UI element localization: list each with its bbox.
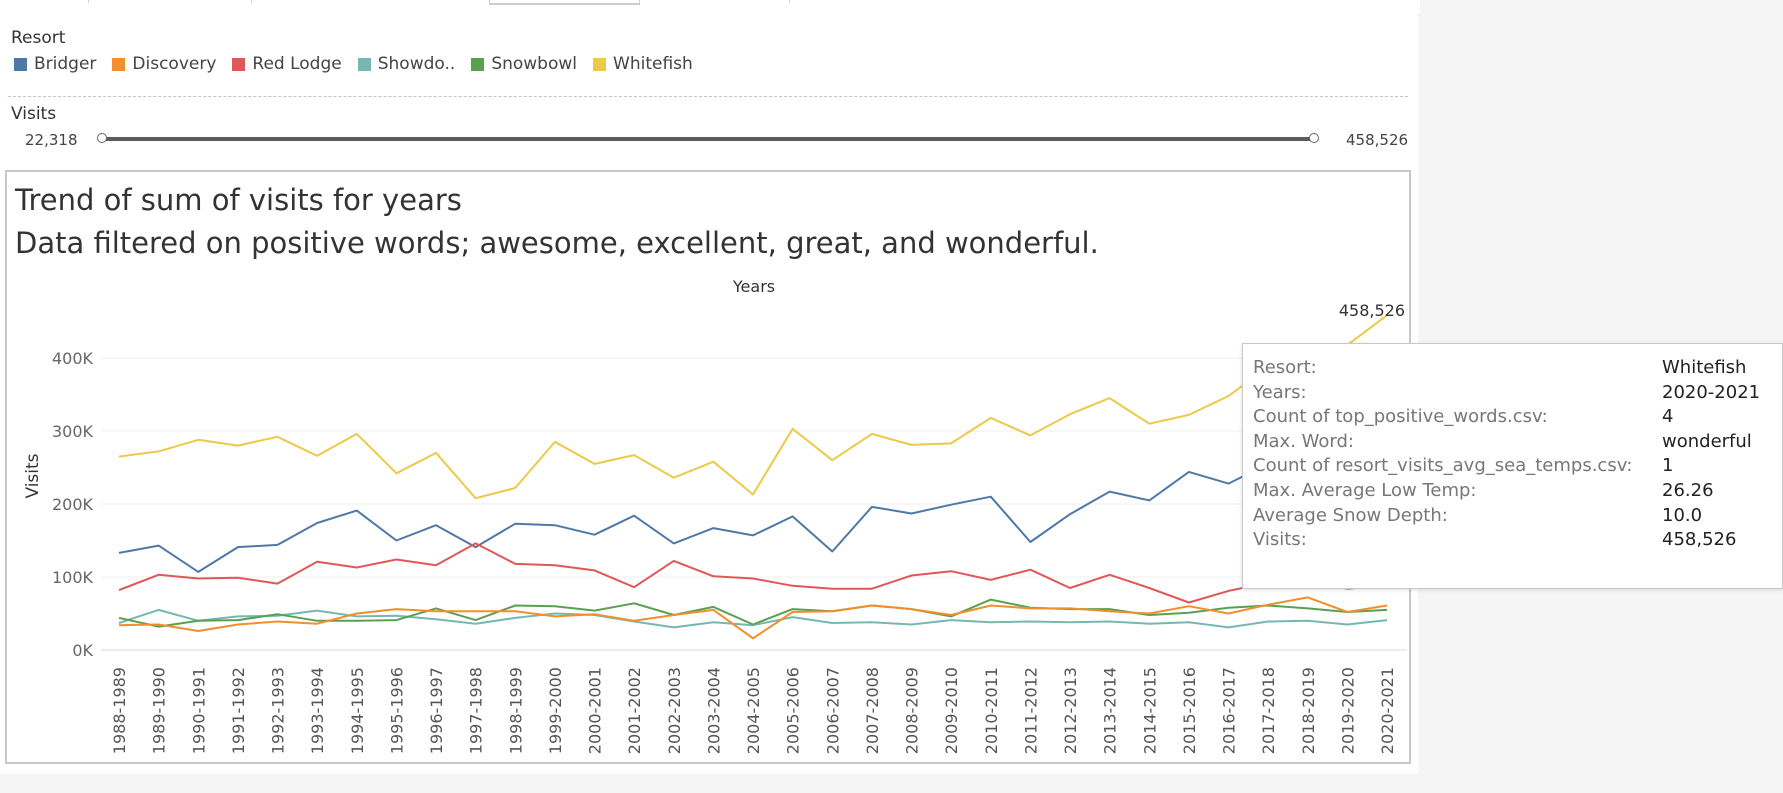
x-tick-label: 2009-2010 [942, 667, 961, 754]
x-tick-label: 1999-2000 [546, 667, 565, 754]
tooltip-key: Years: [1253, 381, 1307, 403]
visits-slider-min-handle[interactable] [97, 133, 107, 143]
x-tick-label: 2020-2021 [1378, 667, 1397, 754]
legend-label: Bridger [34, 54, 97, 74]
x-tick-label: 2012-2013 [1061, 667, 1080, 754]
x-tick-label: 2018-2019 [1299, 667, 1318, 754]
tooltip-key: Count of resort_visits_avg_sea_temps.csv… [1253, 455, 1633, 477]
legend-item[interactable]: Discovery [112, 54, 216, 74]
x-tick-label: 2008-2009 [903, 667, 922, 754]
x-tick-label: 1994-1995 [348, 667, 367, 754]
color-legend: Bridger Discovery Red Lodge Showdo.. Snowbow… [14, 54, 709, 74]
tooltip-key: Max. Average Low Temp: [1253, 480, 1477, 501]
legend-label: Showdo.. [377, 54, 456, 74]
legend-swatch [112, 57, 126, 71]
x-tick-label: 1989-1990 [150, 667, 169, 754]
x-tick-label: 1998-1999 [506, 667, 525, 754]
tooltip: Resort: Whitefish Years: 2020-2021 Count of … [1242, 343, 1783, 589]
x-tick-label: 2016-2017 [1220, 667, 1239, 754]
y-tick-label: 300K [52, 422, 94, 441]
tooltip-value: wonderful [1662, 430, 1752, 452]
x-tick-label: 1991-1992 [229, 667, 248, 754]
data-label: 458,526 [1339, 301, 1405, 320]
x-tick-label: 2015-2016 [1180, 667, 1199, 754]
legend-swatch [593, 57, 607, 71]
chart-title: Trend of sum of visits for years [15, 183, 462, 217]
tooltip-value: 10.0 [1662, 504, 1703, 526]
legend-swatch [232, 57, 246, 71]
x-tick-label: 2005-2006 [784, 667, 803, 754]
y-tick-label: 0K [72, 641, 93, 660]
x-tick-label: 2011-2012 [1021, 667, 1040, 754]
series-line [118, 542, 1388, 604]
series-line [118, 596, 1388, 640]
legend-item[interactable]: Snowbowl [471, 54, 577, 74]
bottom-strip [0, 774, 1420, 793]
y-tick-label: 200K [52, 495, 94, 514]
x-tick-label: 2014-2015 [1140, 667, 1159, 754]
legend-swatch [471, 57, 485, 71]
series-line [118, 457, 1388, 573]
visits-slider-min-label: 22,318 [25, 131, 78, 149]
legend-label: Whitefish [613, 54, 693, 74]
x-tick-label: 2006-2007 [823, 667, 842, 754]
x-tick-label: 2002-2003 [665, 667, 684, 754]
legend-divider [8, 96, 1408, 97]
x-tick-label: 1997-1998 [467, 667, 486, 754]
tab-segment [0, 0, 89, 3]
tooltip-key: Visits: [1253, 529, 1307, 551]
legend-label: Snowbowl [491, 54, 578, 74]
legend-item[interactable]: Whitefish [593, 54, 693, 74]
x-tick-label: 2003-2004 [704, 667, 723, 754]
x-tick-label: 2013-2014 [1101, 667, 1120, 754]
x-axis-title: Years [732, 277, 775, 296]
tooltip-value: 26.26 [1662, 480, 1714, 501]
tab-segment [251, 0, 490, 3]
tooltip-key: Resort: [1253, 357, 1317, 378]
tooltip-key: Average Snow Depth: [1253, 504, 1448, 526]
tab-segment [88, 0, 252, 3]
y-tick-label: 100K [52, 568, 94, 587]
legend-item[interactable]: Showdo.. [357, 54, 456, 74]
tooltip-value: 1 [1662, 455, 1674, 477]
x-tick-label: 1988-1989 [110, 667, 129, 754]
tooltip-value: 4 [1662, 406, 1674, 428]
x-tick-label: 2007-2008 [863, 667, 882, 754]
tab-segment [639, 0, 790, 3]
x-tick-label: 1996-1997 [427, 667, 446, 754]
chart-subtitle: Data filtered on positive words; awesome… [15, 226, 1099, 260]
x-tick-label: 2019-2020 [1338, 667, 1357, 754]
x-tick-label: 2010-2011 [982, 667, 1001, 754]
legend-item[interactable]: Bridger [14, 54, 96, 74]
legend-title: Resort [11, 28, 66, 48]
x-tick-label: 2000-2001 [586, 667, 605, 754]
x-tick-label: 1992-1993 [269, 667, 288, 754]
tooltip-value: 458,526 [1662, 529, 1737, 551]
visits-slider-max-handle[interactable] [1309, 133, 1319, 143]
visits-filter-title: Visits [11, 104, 57, 124]
legend-swatch [14, 57, 27, 71]
legend-swatch [357, 57, 371, 71]
x-tick-label: 1990-1991 [189, 667, 208, 754]
series-line [118, 314, 1388, 500]
x-tick-label: 2017-2018 [1259, 667, 1278, 754]
y-axis-title: Visits [23, 453, 43, 498]
legend-label: Red Lodge [252, 54, 342, 74]
y-tick-label: 400K [52, 349, 94, 368]
x-tick-label: 2004-2005 [744, 667, 763, 754]
tooltip-key: Count of top_positive_words.csv: [1253, 406, 1548, 428]
chart-frame [5, 170, 1411, 764]
legend-item[interactable]: Red Lodge [232, 54, 342, 74]
x-tick-label: 2001-2002 [625, 667, 644, 754]
tooltip-value: 2020-2021 [1662, 381, 1761, 403]
x-tick-label: 1995-1996 [387, 667, 406, 754]
tooltip-value: Whitefish [1662, 357, 1747, 378]
legend-label: Discovery [132, 54, 217, 74]
tab-segment-active [489, 0, 640, 5]
visits-slider-max-label: 458,526 [1346, 131, 1409, 149]
tooltip-key: Max. Word: [1253, 430, 1354, 452]
x-tick-label: 1993-1994 [308, 667, 327, 754]
visits-range-slider-track[interactable] [102, 137, 1314, 141]
